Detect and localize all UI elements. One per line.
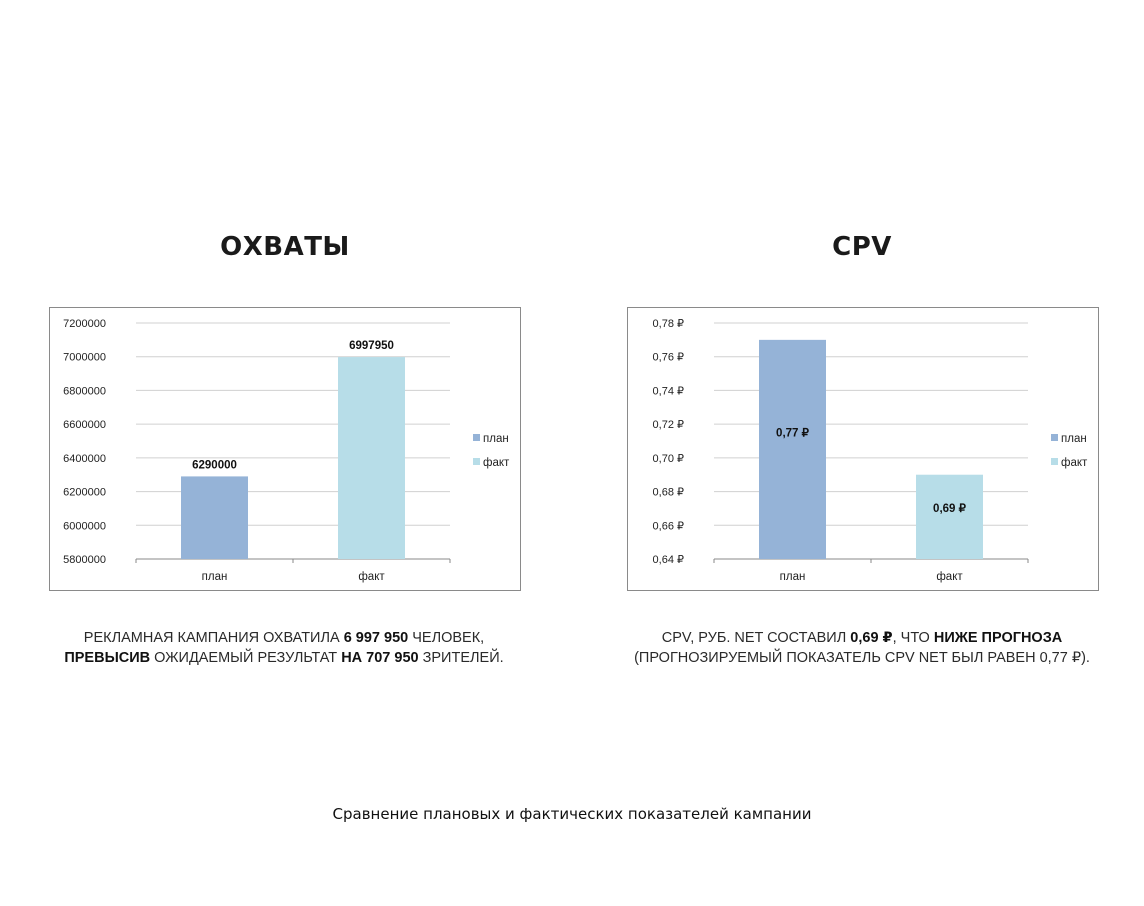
cpv-x-tick-label: план: [780, 571, 806, 583]
reach-legend-label: факт: [483, 457, 510, 469]
cpv-chart-title: CPV: [832, 232, 892, 262]
reach-legend-label: план: [483, 433, 509, 445]
reach-caption-line-1: РЕКЛАМНАЯ КАМПАНИЯ ОХВАТИЛА 6 997 950 ЧЕ…: [24, 628, 544, 648]
cpv-y-tick-label: 0,76 ₽: [653, 352, 684, 364]
reach-chart-svg: 5800000 6000000 6200000 6400000 6600000 68000…: [63, 318, 510, 583]
reach-y-tick-label: 6800000: [63, 385, 106, 397]
caption-highlight: НИЖЕ ПРОГНОЗА: [933, 630, 1063, 646]
reach-y-tick-label: 7200000: [63, 318, 106, 330]
reach-caption: РЕКЛАМНАЯ КАМПАНИЯ ОХВАТИЛА 6 997 950 ЧЕ…: [24, 628, 544, 668]
reach-y-tick-label: 6200000: [63, 487, 106, 499]
reach-bar-fact: [338, 357, 405, 559]
reach-data-label: 6290000: [192, 459, 237, 471]
cpv-chart: 0,64 ₽ 0,66 ₽ 0,68 ₽ 0,70 ₽ 0,72 ₽ 0,74 ₽ 0,76…: [627, 307, 1099, 591]
cpv-caption-line-2: (ПРОГНОЗИРУЕМЫЙ ПОКАЗАТЕЛЬ CPV NET БЫЛ Р…: [602, 648, 1122, 668]
cpv-caption-line-1: CPV, РУБ. NET СОСТАВИЛ 0,69 ₽, ЧТО НИЖЕ …: [602, 628, 1122, 648]
reach-chart: 5800000 6000000 6200000 6400000 6600000 68000…: [49, 307, 521, 591]
reach-bar-plan: [181, 476, 248, 559]
caption-text: РЕКЛАМНАЯ КАМПАНИЯ ОХВАТИЛА: [83, 630, 344, 646]
figure-footer-caption: Сравнение плановых и фактических показат…: [332, 805, 812, 823]
reach-x-tick-label: факт: [358, 571, 385, 583]
cpv-y-tick-label: 0,66 ₽: [653, 520, 684, 532]
caption-highlight: НА 707 950: [341, 650, 419, 666]
cpv-bar-plan: [759, 339, 826, 559]
caption-highlight: 6 997 950: [343, 630, 409, 646]
caption-text: ОЖИДАЕМЫЙ РЕЗУЛЬТАТ: [150, 650, 342, 666]
reach-x-tick-label: план: [202, 571, 228, 583]
cpv-x-tick-label: факт: [936, 571, 963, 583]
cpv-bar-fact: [916, 474, 983, 559]
reach-caption-line-2: ПРЕВЫСИВ ОЖИДАЕМЫЙ РЕЗУЛЬТАТ НА 707 950 …: [24, 648, 544, 668]
cpv-y-tick-label: 0,78 ₽: [653, 318, 684, 330]
reach-y-tick-label: 5800000: [63, 554, 106, 566]
reach-y-tick-label: 6400000: [63, 453, 106, 465]
reach-y-tick-label: 6000000: [63, 520, 106, 532]
cpv-legend-swatch: [1051, 434, 1058, 441]
reach-legend-swatch: [473, 458, 480, 465]
caption-text: ЧЕЛОВЕК,: [408, 630, 485, 646]
cpv-y-tick-label: 0,70 ₽: [653, 453, 684, 465]
caption-text: ЗРИТЕЛЕЙ.: [418, 650, 504, 666]
caption-text: (ПРОГНОЗИРУЕМЫЙ ПОКАЗАТЕЛЬ CPV NET БЫЛ Р…: [634, 650, 1090, 666]
caption-text: CPV, РУБ. NET СОСТАВИЛ: [661, 630, 851, 646]
cpv-data-label: 0,69 ₽: [933, 503, 967, 515]
cpv-chart-svg: 0,64 ₽ 0,66 ₽ 0,68 ₽ 0,70 ₽ 0,72 ₽ 0,74 ₽ 0,76…: [653, 318, 1088, 583]
caption-text: , ЧТО: [892, 630, 934, 646]
cpv-y-tick-label: 0,74 ₽: [653, 385, 684, 397]
caption-highlight: ПРЕВЫСИВ: [64, 650, 151, 666]
caption-highlight: 0,69 ₽: [850, 630, 893, 646]
reach-chart-title: ОХВАТЫ: [220, 232, 350, 262]
cpv-y-tick-label: 0,72 ₽: [653, 419, 684, 431]
reach-data-label: 6997950: [349, 340, 394, 352]
reach-legend-swatch: [473, 434, 480, 441]
cpv-legend-swatch: [1051, 458, 1058, 465]
cpv-legend-label: план: [1061, 433, 1087, 445]
cpv-y-tick-label: 0,64 ₽: [653, 554, 684, 566]
cpv-data-label: 0,77 ₽: [776, 427, 810, 439]
reach-y-tick-label: 6600000: [63, 419, 106, 431]
reach-y-tick-label: 7000000: [63, 352, 106, 364]
cpv-y-tick-label: 0,68 ₽: [653, 487, 684, 499]
cpv-legend-label: факт: [1061, 457, 1088, 469]
cpv-caption: CPV, РУБ. NET СОСТАВИЛ 0,69 ₽, ЧТО НИЖЕ …: [602, 628, 1122, 668]
